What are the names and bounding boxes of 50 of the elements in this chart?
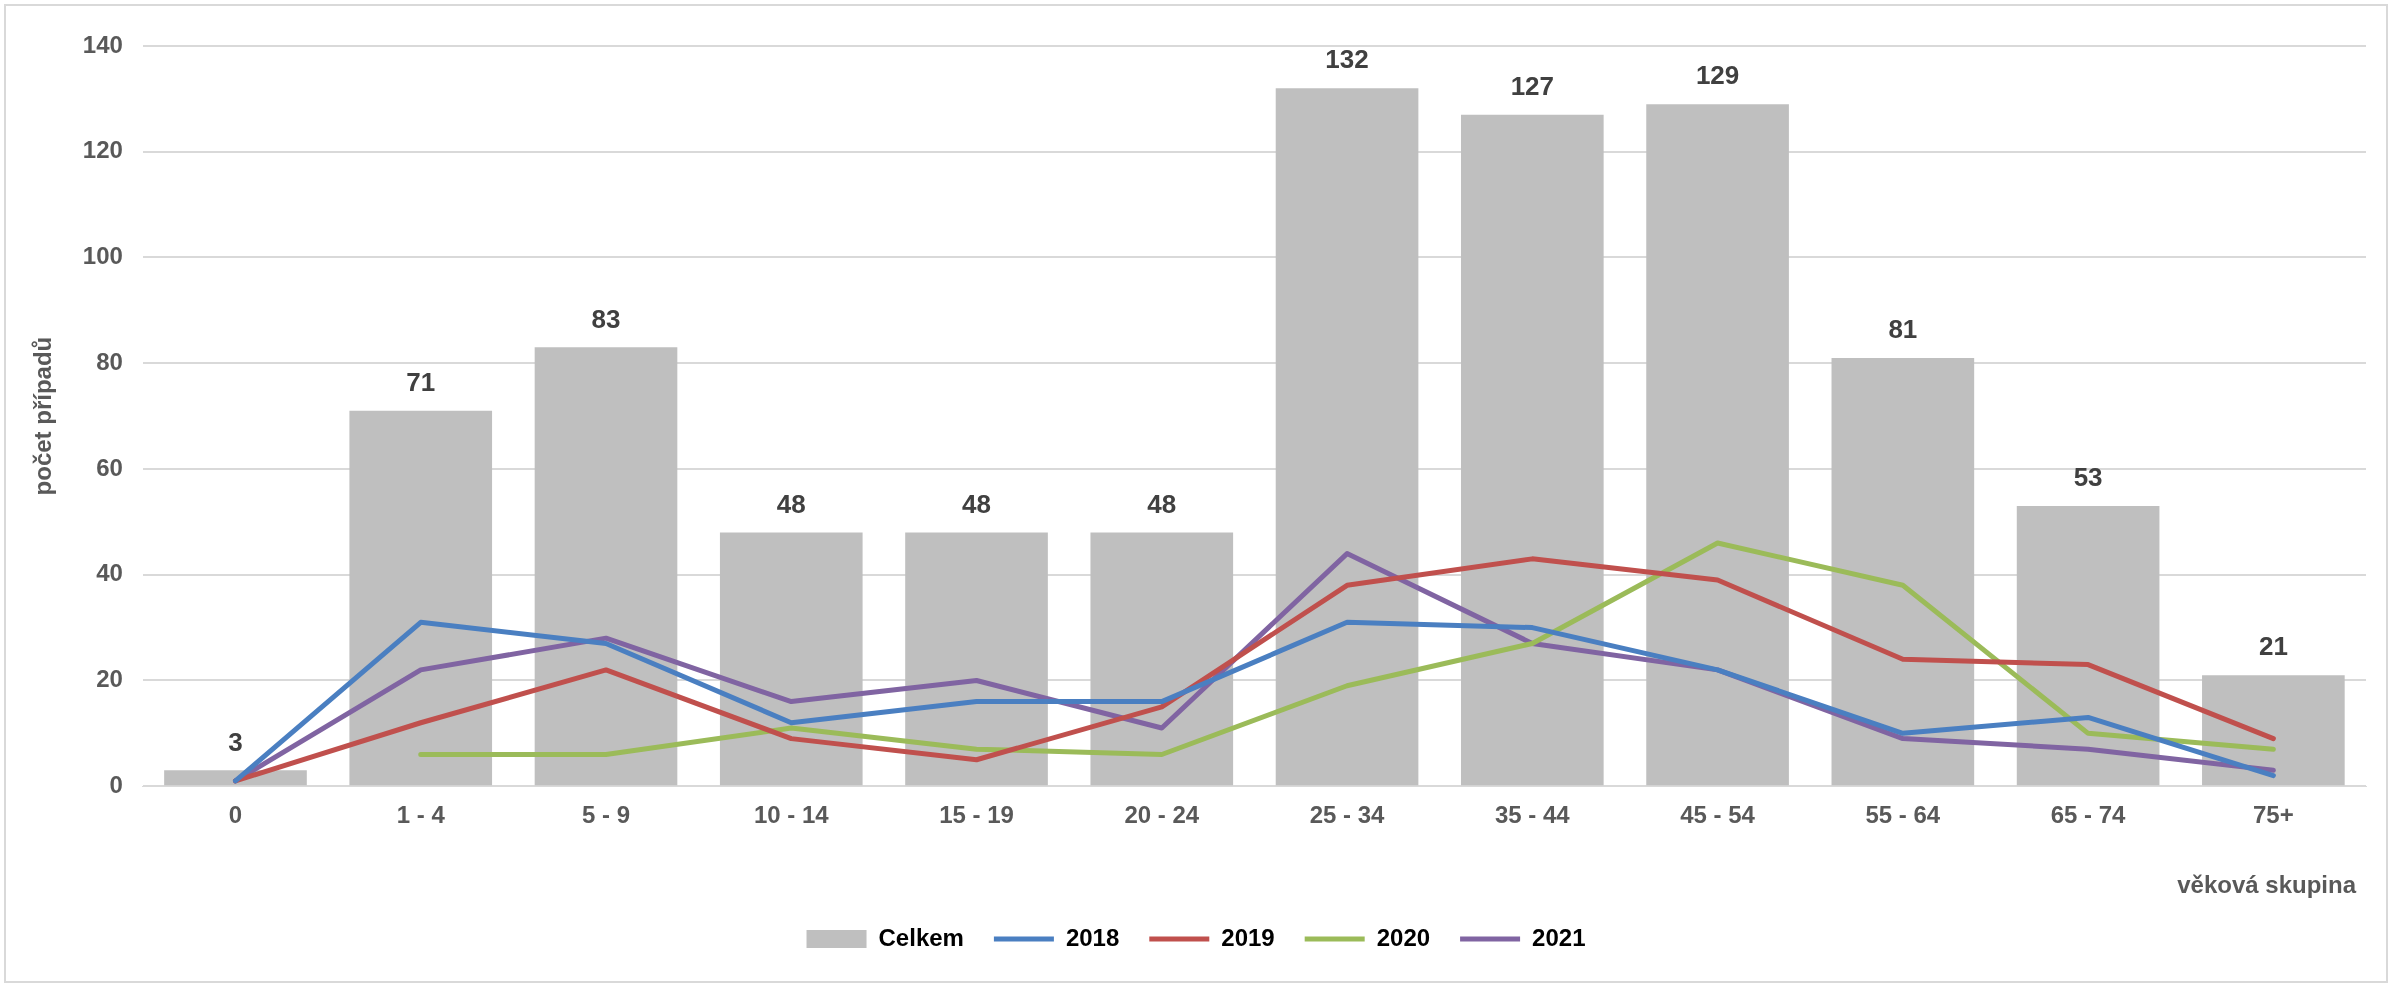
bar	[719, 532, 863, 786]
y-tick-label: 0	[109, 770, 123, 798]
data-label: 83	[591, 303, 621, 334]
legend-label: 2021	[1532, 923, 1586, 951]
data-label: 48	[1147, 488, 1177, 519]
x-tick-label: 55 - 64	[1865, 801, 1941, 829]
legend-label: 2018	[1065, 923, 1120, 951]
x-tick-label: 5 - 9	[581, 801, 631, 829]
data-label: 132	[1325, 44, 1369, 75]
y-tick-label: 140	[82, 30, 123, 58]
bar	[1460, 114, 1604, 786]
bar	[349, 410, 493, 786]
x-tick-label: 0	[228, 801, 243, 829]
x-tick-label: 35 - 44	[1494, 801, 1571, 829]
bar	[1831, 357, 1975, 786]
bar	[1646, 104, 1789, 786]
x-tick-label: 10 - 14	[753, 801, 830, 829]
y-tick-label: 100	[82, 242, 123, 270]
legend-label: 2020	[1376, 923, 1431, 951]
legend-label: Celkem	[878, 923, 964, 951]
data-label: 21	[2258, 631, 2288, 662]
y-tick-label: 20	[96, 665, 123, 693]
bar	[1090, 532, 1234, 786]
data-label: 48	[776, 488, 806, 519]
bar	[905, 532, 1048, 786]
bar	[534, 347, 678, 786]
y-tick-label: 60	[96, 453, 123, 481]
y-tick-label: 40	[96, 559, 123, 587]
y-axis-title: počet případů	[29, 336, 57, 496]
y-tick-label: 120	[82, 136, 123, 164]
data-label: 3	[228, 726, 243, 757]
x-tick-label: 25 - 34	[1309, 801, 1386, 829]
data-label: 127	[1510, 70, 1555, 101]
x-tick-label: 65 - 74	[2050, 801, 2127, 829]
legend-label: 2019	[1221, 923, 1275, 951]
bar	[2202, 675, 2345, 786]
x-tick-label: 1 - 4	[396, 801, 446, 829]
data-label: 53	[2073, 462, 2103, 493]
x-tick-label: 75+	[2253, 801, 2294, 829]
data-label: 81	[1888, 314, 1918, 345]
data-label: 129	[1695, 60, 1740, 91]
bar	[2016, 505, 2160, 786]
data-label: 48	[962, 488, 991, 519]
x-tick-label: 20 - 24	[1124, 801, 1200, 829]
data-label: 71	[406, 366, 436, 397]
x-axis-title: věková skupina	[2177, 870, 2357, 898]
x-tick-label: 45 - 54	[1680, 801, 1756, 829]
y-tick-label: 80	[96, 347, 123, 375]
x-tick-label: 15 - 19	[939, 801, 1014, 829]
bar	[1275, 88, 1419, 786]
